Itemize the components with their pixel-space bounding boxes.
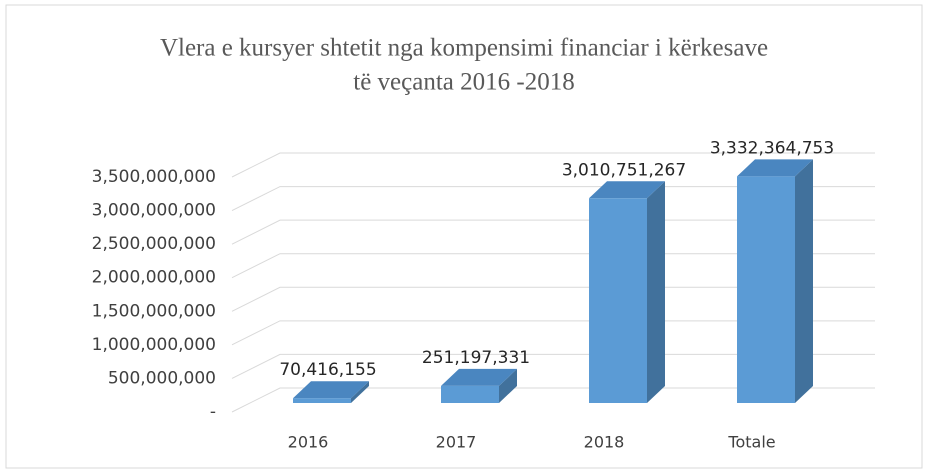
- value-label: 70,416,155: [279, 360, 376, 380]
- x-tick-label: Totale: [727, 433, 775, 452]
- value-label: 251,197,331: [422, 348, 530, 368]
- bar: [293, 398, 351, 403]
- y-tick-label: 500,000,000: [108, 368, 216, 388]
- y-tick-label: 1,000,000,000: [92, 335, 216, 355]
- value-label: 3,010,751,267: [562, 160, 686, 180]
- grid-line: [231, 186, 875, 212]
- grid-line: [231, 253, 875, 279]
- bar-top: [589, 181, 665, 199]
- bar-top: [737, 159, 813, 177]
- bar: [441, 385, 499, 403]
- y-tick-label: 3,000,000,000: [92, 201, 216, 221]
- x-tick-label: 2017: [436, 433, 477, 452]
- y-tick-label: 2,000,000,000: [92, 268, 216, 288]
- grid-line: [231, 387, 875, 413]
- grid-line: [231, 353, 875, 379]
- chart-title: Vlera e kursyer shtetit nga kompensimi f…: [160, 35, 768, 62]
- chart-title: të veçanta 2016 -2018: [353, 69, 574, 96]
- grid-line: [231, 320, 875, 346]
- bar-top: [293, 381, 369, 399]
- bar-side: [795, 159, 813, 403]
- bar-side: [351, 381, 369, 403]
- y-tick-label: 1,500,000,000: [92, 301, 216, 321]
- y-tick-label: 2,500,000,000: [92, 234, 216, 254]
- bar: [589, 198, 647, 403]
- bar-side: [499, 368, 517, 403]
- bar: [737, 176, 795, 403]
- x-tick-label: 2018: [584, 433, 625, 452]
- value-label: 3,332,364,753: [710, 138, 834, 158]
- y-tick-label: -: [210, 402, 216, 422]
- grid-line: [231, 286, 875, 312]
- bar-top: [441, 368, 517, 386]
- x-tick-label: 2016: [288, 433, 329, 452]
- bar-side: [647, 181, 665, 403]
- y-tick-label: 3,500,000,000: [92, 167, 216, 187]
- grid-line: [231, 219, 875, 245]
- grid-line: [231, 152, 875, 178]
